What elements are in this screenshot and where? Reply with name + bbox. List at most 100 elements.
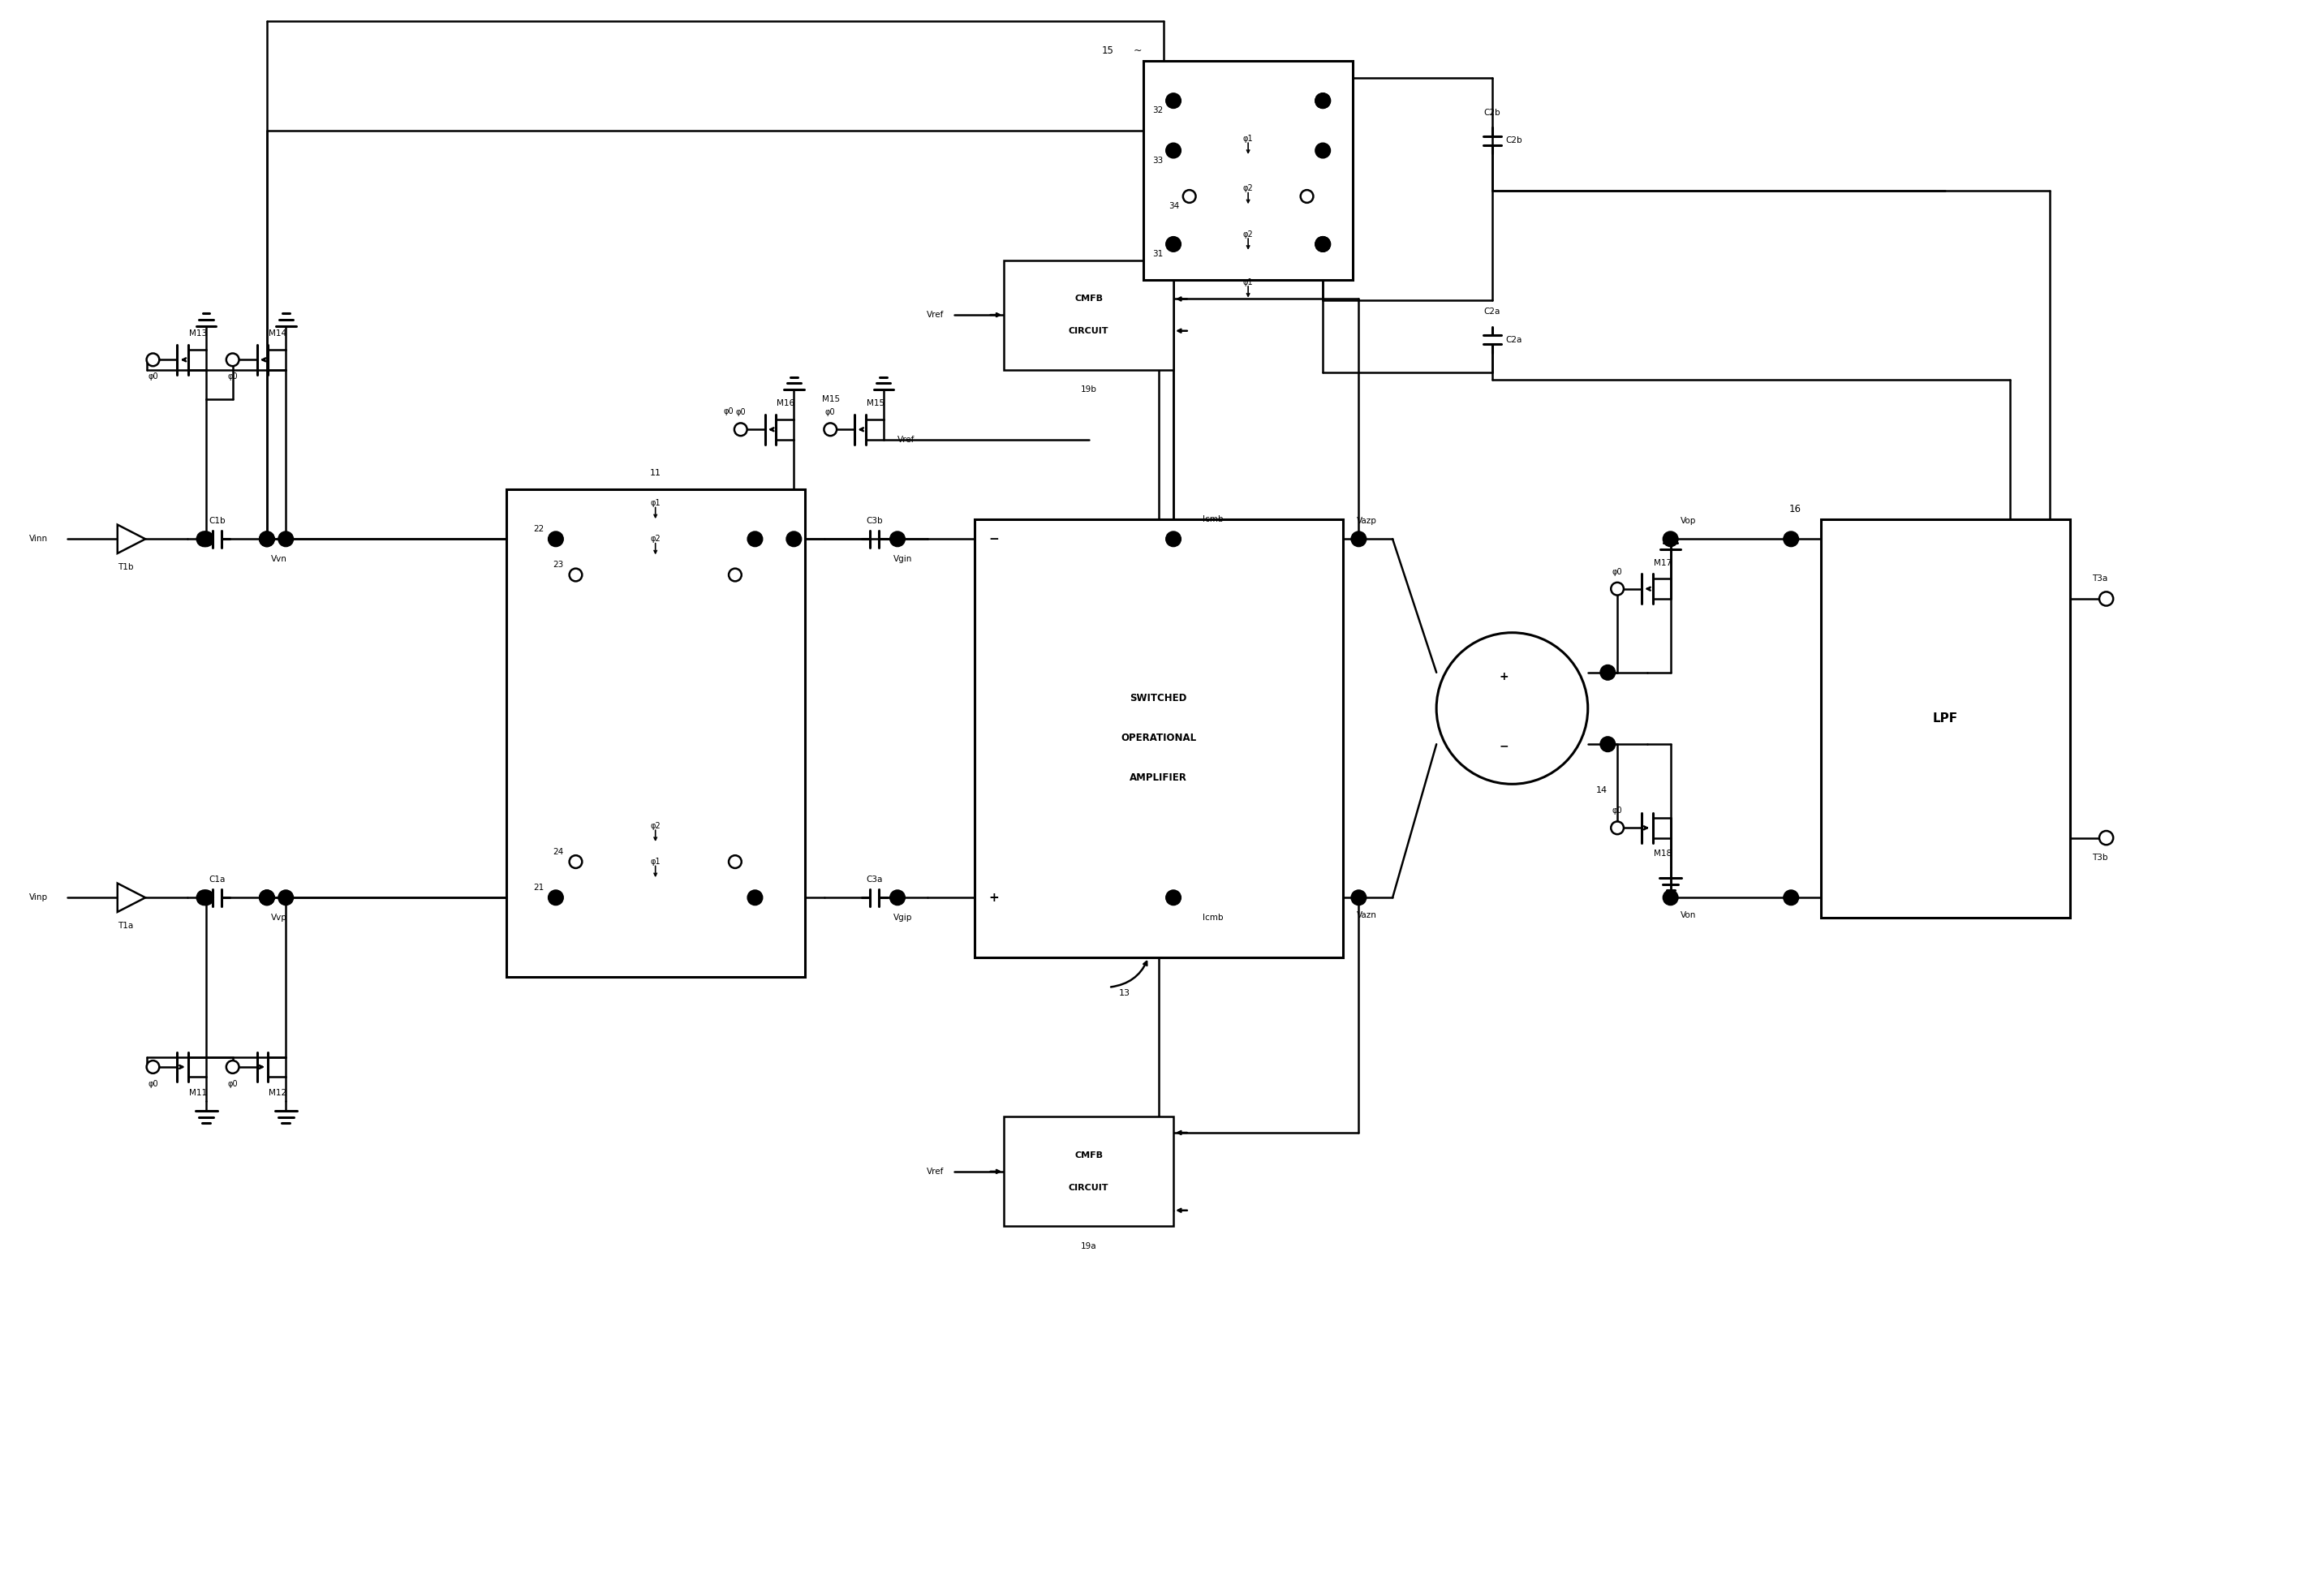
Circle shape [1165,236,1181,252]
Text: M12: M12 [270,1088,286,1096]
Circle shape [729,855,741,868]
Text: φ0: φ0 [736,409,745,417]
Text: φ0: φ0 [722,407,734,415]
Bar [974,519,1343,958]
Text: M17: M17 [1654,559,1673,567]
Circle shape [1165,93,1181,109]
Text: LPF: LPF [1933,712,1959,725]
Circle shape [1315,236,1331,252]
Polygon shape [118,883,145,911]
Text: Icmb: Icmb [1202,913,1223,921]
Circle shape [750,891,761,903]
Text: ~: ~ [1133,46,1142,56]
Circle shape [148,1061,159,1074]
Text: Vref: Vref [927,311,944,319]
Text: φ0: φ0 [148,1080,159,1088]
Text: φ0: φ0 [148,372,159,381]
Circle shape [196,891,212,905]
Bar [1144,61,1352,279]
Text: AMPLIFIER: AMPLIFIER [1130,772,1188,784]
Text: 21: 21 [533,884,544,892]
Circle shape [1167,144,1179,156]
Text: T3a: T3a [2092,575,2109,583]
Bar [1004,260,1174,370]
Text: CMFB: CMFB [1075,1152,1103,1160]
Circle shape [1601,737,1615,752]
Circle shape [1663,891,1677,905]
Text: φ0: φ0 [1613,808,1622,816]
Circle shape [198,891,215,905]
Circle shape [1317,238,1329,251]
Text: +: + [1500,670,1509,681]
Circle shape [1601,666,1615,680]
Text: C3b: C3b [865,517,884,525]
Text: Vinn: Vinn [30,535,48,543]
Bar [505,490,805,977]
Text: φ2: φ2 [651,822,660,830]
Circle shape [1165,144,1181,158]
Circle shape [1317,144,1329,156]
Text: Vgin: Vgin [893,555,914,563]
Circle shape [1610,822,1624,835]
Circle shape [549,531,563,546]
Circle shape [258,531,275,546]
Circle shape [891,531,904,546]
Text: Icmb: Icmb [1202,516,1223,523]
Text: φ1: φ1 [1243,134,1253,142]
Bar [1004,1117,1174,1226]
Text: φ2: φ2 [1243,184,1253,193]
Circle shape [226,353,240,365]
Text: φ1: φ1 [1243,278,1253,286]
Text: M11: M11 [189,1088,208,1096]
Text: +: + [990,892,999,903]
Text: 13: 13 [1119,990,1130,998]
Circle shape [1437,632,1587,784]
Text: 14: 14 [1596,785,1608,795]
Text: Vref: Vref [927,1168,944,1176]
Text: C2a: C2a [1483,308,1500,316]
Circle shape [2099,592,2113,606]
Text: 33: 33 [1154,156,1163,164]
Circle shape [1165,531,1181,546]
Text: M16: M16 [777,399,796,407]
Circle shape [729,568,741,581]
Text: M13: M13 [189,330,208,338]
Circle shape [258,891,275,905]
Text: CIRCUIT: CIRCUIT [1068,1183,1110,1192]
Circle shape [1315,144,1331,158]
Text: C3a: C3a [867,876,884,884]
Circle shape [549,891,563,903]
Text: M15: M15 [821,396,840,404]
Circle shape [549,891,563,905]
Circle shape [747,531,764,546]
Text: 19b: 19b [1080,386,1096,394]
Circle shape [1167,238,1179,251]
Text: C2b: C2b [1483,109,1500,117]
Text: C2b: C2b [1506,137,1523,145]
Circle shape [1315,93,1331,109]
Circle shape [1352,531,1366,546]
Text: T1b: T1b [118,563,134,571]
Text: T3b: T3b [2092,854,2109,862]
Text: 15: 15 [1100,46,1114,56]
Text: Vvp: Vvp [270,913,286,921]
Text: M15: M15 [867,399,884,407]
Text: C2a: C2a [1506,335,1523,343]
Circle shape [1315,236,1331,252]
Text: T1a: T1a [118,921,134,929]
Circle shape [1352,891,1366,905]
Text: Vazp: Vazp [1357,517,1377,525]
Text: CIRCUIT: CIRCUIT [1068,327,1110,335]
Text: CMFB: CMFB [1075,295,1103,303]
Circle shape [1783,531,1799,546]
Text: 16: 16 [1788,504,1802,514]
Circle shape [258,891,275,905]
Circle shape [279,531,293,546]
Text: −: − [990,533,999,546]
Text: Vinp: Vinp [30,894,48,902]
Text: φ0: φ0 [228,372,238,381]
Circle shape [570,568,581,581]
Text: φ1: φ1 [651,500,660,508]
Text: φ2: φ2 [1243,230,1253,238]
Circle shape [1663,531,1677,546]
